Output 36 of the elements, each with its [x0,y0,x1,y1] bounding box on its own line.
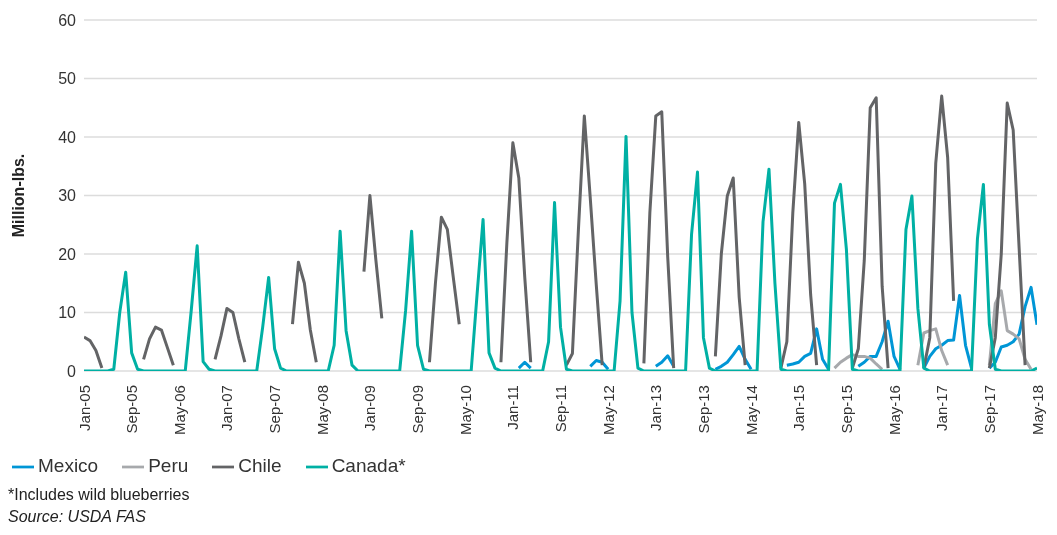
x-tick-label: Sep-17 [980,385,998,434]
y-tick-label: 40 [58,128,77,146]
x-tick-label: May-16 [885,385,903,436]
x-tick-label: Jan-09 [361,385,379,431]
x-tick-label: Jan-11 [504,385,522,430]
x-tick-label: May-10 [456,385,474,436]
x-tick-label: May-12 [599,385,617,436]
x-tick-label: Sep-09 [409,385,427,434]
line-series [84,134,1037,372]
x-tick-label: Sep-15 [837,385,855,434]
x-tick-label: May-14 [742,385,760,436]
x-tick-label: May-08 [313,385,331,436]
x-tick-label: Sep-07 [266,385,284,434]
x-tick-label: Jan-05 [75,385,93,431]
y-tick-label: 0 [67,362,77,380]
legend-label: Peru [148,455,189,477]
y-tick-label: 10 [58,304,77,322]
x-tick-label: Jan-15 [790,385,808,431]
y-tick-label: 20 [58,245,77,263]
x-tick-label: Jan-07 [218,385,236,431]
x-tick-label: May-18 [1028,385,1046,436]
y-tick-label: 60 [58,11,77,29]
x-tick-label: Sep-05 [123,385,141,434]
y-axis-title: Million-lbs. [9,153,27,238]
legend-label: Mexico [38,455,99,477]
text: *Includes wild blueberries [8,485,191,505]
x-tick-label: Sep-11 [552,385,569,433]
legend-label: Chile [238,455,282,477]
x-tick-label: Jan-13 [647,385,665,431]
y-tick-label: 50 [58,70,77,88]
source-note: Source: USDA FAS [8,507,147,527]
y-tick-label: 30 [58,187,77,205]
x-tick-label: Sep-13 [694,385,712,434]
legend-label: Canada* [331,455,406,477]
x-tick-label: May-06 [170,385,188,436]
x-tick-label: Jan-17 [933,385,951,431]
